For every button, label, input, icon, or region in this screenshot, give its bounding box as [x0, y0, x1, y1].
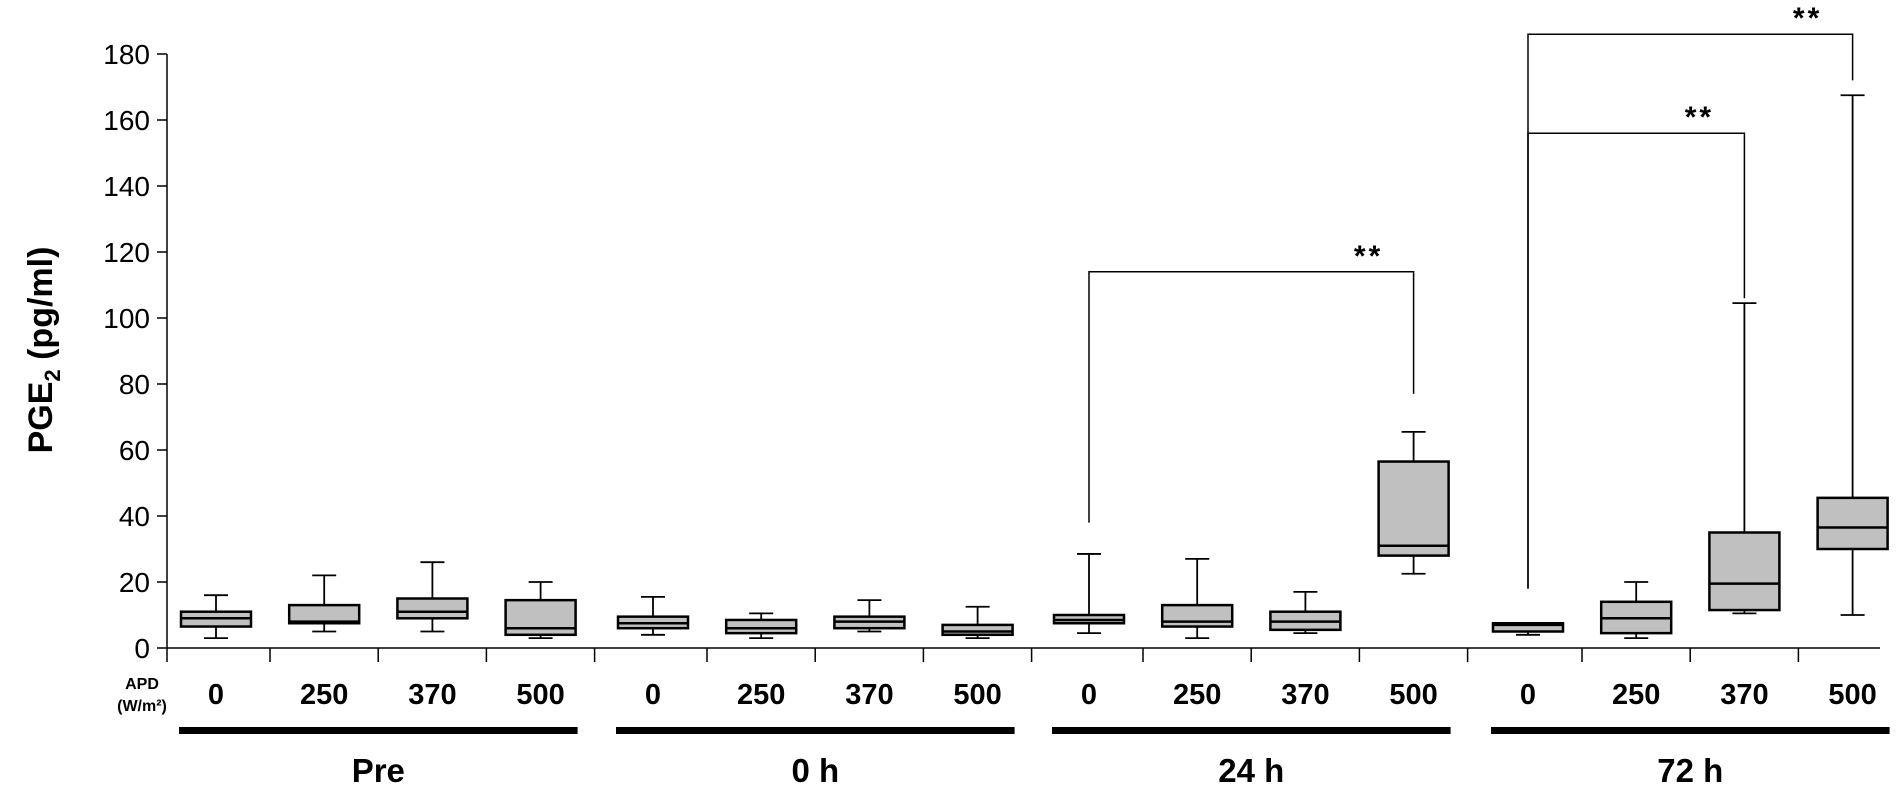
box-iqr: [941, 623, 1014, 637]
boxes: [179, 94, 1889, 639]
group-label: 24 h: [1218, 752, 1284, 789]
apd-label-line1: APD: [125, 676, 159, 693]
y-axis-label: PGE2 (pg/ml): [22, 247, 65, 454]
x-axis: 0 250 370 500 Pre 0 250 370 500 0 h 0 250 370 500 24 h…: [166, 647, 1890, 789]
x-category-label: 370: [408, 679, 456, 711]
y-axis-label-subscript: 2: [40, 369, 65, 381]
x-category-label: 370: [845, 679, 893, 711]
y-tick-label: 60: [119, 435, 150, 466]
y-tick-label: 40: [119, 501, 150, 532]
significance-brackets: ** ** **: [1088, 2, 1854, 589]
y-axis-label-unit: (pg/ml): [22, 247, 60, 370]
significance-marker: **: [1793, 2, 1822, 35]
group-bar: [179, 727, 578, 734]
y-axis-label-main: PGE: [22, 382, 60, 454]
x-category-label: 250: [737, 679, 785, 711]
group-label: Pre: [352, 752, 405, 789]
x-category-label: 250: [1612, 679, 1660, 711]
y-tick-label: 140: [103, 171, 150, 202]
box-iqr: [724, 618, 798, 635]
x-category-label: 250: [1173, 679, 1221, 711]
y-tick-label: 120: [103, 237, 150, 268]
significance-bracket: [1527, 132, 1746, 589]
y-tick-label: 100: [103, 303, 150, 334]
x-category-label: 0: [208, 679, 224, 711]
group-bar: [1491, 727, 1890, 734]
significance-marker: **: [1685, 101, 1714, 134]
significance-marker: **: [1354, 240, 1383, 273]
x-category-label: 250: [300, 679, 348, 711]
group-bar: [1052, 727, 1451, 734]
box-iqr: [1160, 603, 1234, 628]
y-tick-label: 0: [134, 633, 150, 664]
x-category-label: 0: [645, 679, 661, 711]
box-iqr: [1816, 496, 1889, 551]
significance-bracket: [1088, 271, 1415, 523]
box-iqr: [504, 598, 577, 637]
group-label: 0 h: [791, 752, 839, 789]
x-category-label: 370: [1281, 679, 1329, 711]
significance-bracket: [1527, 33, 1854, 589]
group-label: 72 h: [1657, 752, 1723, 789]
y-tick-label: 80: [119, 369, 150, 400]
x-category-label: 0: [1081, 679, 1097, 711]
x-category-label: 0: [1520, 679, 1536, 711]
y-tick-label: 20: [119, 567, 150, 598]
group-bar: [616, 727, 1015, 734]
y-tick-label: 180: [103, 39, 150, 70]
x-category-label: 500: [953, 679, 1001, 711]
y-axis: 0 20 40 60 80 100 120 140 160 180: [103, 39, 168, 664]
x-category-label: 500: [1389, 679, 1437, 711]
box-iqr: [1377, 460, 1450, 557]
box-iqr: [1491, 622, 1565, 633]
apd-label-line2: (W/m²): [117, 698, 167, 715]
x-category-label: 500: [1828, 679, 1876, 711]
box-iqr: [287, 603, 361, 625]
box-iqr: [396, 597, 469, 620]
x-category-label: 370: [1720, 679, 1768, 711]
x-category-label: 500: [516, 679, 564, 711]
box-iqr: [1708, 531, 1781, 612]
y-tick-label: 160: [103, 105, 150, 136]
